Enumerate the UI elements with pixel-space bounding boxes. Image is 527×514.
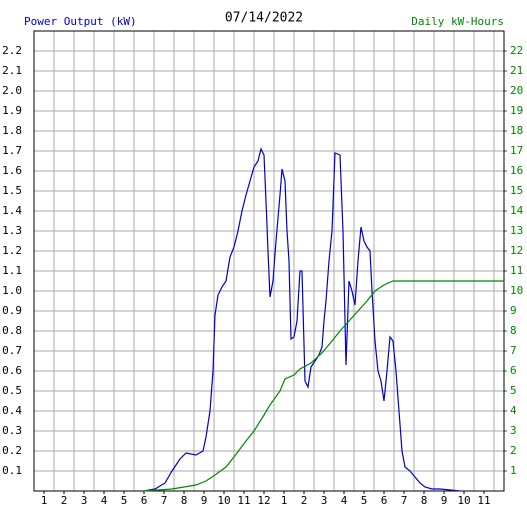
y-tick-label: 1.6 (2, 164, 22, 177)
y-tick-label: 1.5 (2, 184, 22, 197)
y-tick-label: 1.4 (2, 204, 22, 217)
y-tick-label: 0.7 (2, 344, 22, 357)
y2-tick-label: 19 (510, 104, 523, 117)
x-tick-label: 5 (121, 494, 128, 507)
y2-tick-label: 5 (510, 384, 517, 397)
x-tick-label: 10 (217, 494, 230, 507)
y-tick-label: 1.3 (2, 224, 22, 237)
x-tick-label: 8 (181, 494, 188, 507)
x-tick-label: 1 (41, 494, 48, 507)
plot-frame (33, 30, 505, 492)
series-line (143, 280, 504, 492)
y2-tick-label: 14 (510, 204, 524, 217)
series-line (143, 147, 461, 492)
x-tick-label: 5 (361, 494, 368, 507)
y-tick-label: 2.2 (2, 44, 22, 57)
x-tick-label: 3 (321, 494, 328, 507)
x-tick-label: 4 (101, 494, 108, 507)
y2-tick-label: 21 (510, 64, 523, 77)
y2-tick-label: 4 (510, 404, 517, 417)
y-tick-label: 1.7 (2, 144, 22, 157)
y2-tick-label: 7 (510, 344, 517, 357)
y-tick-label: 0.3 (2, 424, 22, 437)
y-tick-label: 0.1 (2, 464, 22, 477)
y-tick-label: 1.1 (2, 264, 22, 277)
x-tick-label: 1 (281, 494, 288, 507)
x-tick-label: 4 (341, 494, 348, 507)
y-tick-label: 0.9 (2, 304, 22, 317)
x-tick-label: 7 (161, 494, 168, 507)
y2-tick-label: 6 (510, 364, 517, 377)
y-tick-label: 1.9 (2, 104, 22, 117)
x-tick-label: 2 (301, 494, 308, 507)
y2-tick-label: 15 (510, 184, 523, 197)
y2-tick-label: 12 (510, 244, 523, 257)
y-tick-label: 1.2 (2, 244, 22, 257)
y2-tick-label: 16 (510, 164, 523, 177)
y2-tick-label: 17 (510, 144, 523, 157)
y-axis-label: Power Output (kW) (24, 15, 137, 28)
x-tick-label: 6 (141, 494, 148, 507)
chart-title: 07/14/2022 (225, 11, 303, 26)
y-tick-label: 1.8 (2, 124, 22, 137)
x-tick-label: 2 (61, 494, 68, 507)
y-tick-label: 0.8 (2, 324, 22, 337)
x-tick-label: 11 (477, 494, 490, 507)
x-tick-label: 9 (201, 494, 208, 507)
x-tick-label: 11 (237, 494, 250, 507)
y-tick-label: 1.0 (2, 284, 22, 297)
y2-tick-label: 9 (510, 304, 517, 317)
y2-tick-label: 3 (510, 424, 517, 437)
x-tick-label: 3 (81, 494, 88, 507)
y2-tick-label: 1 (510, 464, 517, 477)
y2-tick-label: 8 (510, 324, 517, 337)
y-tick-label: 2.0 (2, 84, 22, 97)
x-tick-label: 7 (401, 494, 408, 507)
x-tick-label: 8 (421, 494, 428, 507)
y2-tick-label: 20 (510, 84, 523, 97)
y2-tick-label: 11 (510, 264, 523, 277)
y2-tick-label: 10 (510, 284, 523, 297)
y-tick-label: 2.1 (2, 64, 22, 77)
y-tick-label: 0.6 (2, 364, 22, 377)
x-tick-label: 12 (257, 494, 270, 507)
y-tick-label: 0.2 (2, 444, 22, 457)
x-tick-label: 9 (441, 494, 448, 507)
y2-tick-label: 22 (510, 44, 523, 57)
y2-tick-label: 18 (510, 124, 523, 137)
y2-tick-label: 13 (510, 224, 523, 237)
y2-tick-label: 2 (510, 444, 517, 457)
y2-axis-label: Daily kW-Hours (411, 15, 504, 28)
y-tick-label: 0.5 (2, 384, 22, 397)
x-tick-label: 6 (381, 494, 388, 507)
y-tick-label: 0.4 (2, 404, 22, 417)
x-tick-label: 10 (457, 494, 470, 507)
